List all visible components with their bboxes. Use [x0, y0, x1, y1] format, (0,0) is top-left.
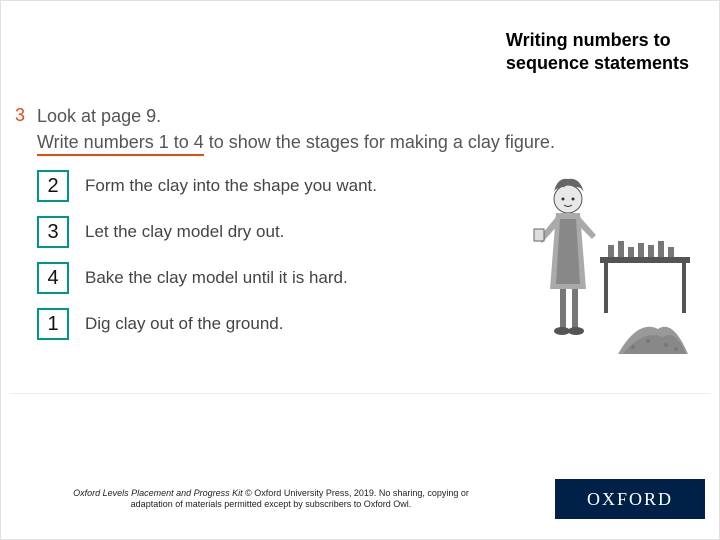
step-text: Dig clay out of the ground.: [85, 314, 283, 334]
question-row: 3 Look at page 9. Write numbers 1 to 4 t…: [9, 99, 711, 156]
oxford-logo: OXFORD: [555, 479, 705, 519]
answer-box[interactable]: 4: [37, 262, 69, 294]
title-line1: Writing numbers to: [506, 30, 671, 50]
question-prompt: Look at page 9.: [37, 103, 555, 130]
step-text: Bake the clay model until it is hard.: [85, 268, 348, 288]
worksheet-content: 3 Look at page 9. Write numbers 1 to 4 t…: [9, 99, 711, 394]
footer-italic: Oxford Levels Placement and Progress Kit: [73, 488, 243, 498]
step-text: Form the clay into the shape you want.: [85, 176, 377, 196]
question-text-block: Look at page 9. Write numbers 1 to 4 to …: [37, 103, 555, 156]
illustration-girl-clay: [508, 169, 693, 369]
instruction-underlined: Write numbers 1 to 4: [37, 132, 204, 156]
slide-container: Writing numbers to sequence statements 3…: [0, 0, 720, 540]
footer-copyright: Oxford Levels Placement and Progress Kit…: [61, 488, 481, 511]
logo-text: OXFORD: [587, 489, 673, 510]
girl-figure-icon: [534, 179, 596, 335]
answer-box[interactable]: 3: [37, 216, 69, 248]
clay-figures-icon: [608, 241, 674, 257]
dirt-pile-icon: [618, 327, 688, 354]
title-line2: sequence statements: [506, 53, 689, 73]
answer-box[interactable]: 2: [37, 170, 69, 202]
question-instruction: Write numbers 1 to 4 to show the stages …: [37, 132, 555, 156]
step-text: Let the clay model dry out.: [85, 222, 284, 242]
instruction-rest: to show the stages for making a clay fig…: [204, 132, 555, 152]
answer-box[interactable]: 1: [37, 308, 69, 340]
table-top-icon: [600, 257, 690, 263]
question-number: 3: [15, 105, 25, 126]
slide-title: Writing numbers to sequence statements: [506, 29, 689, 74]
